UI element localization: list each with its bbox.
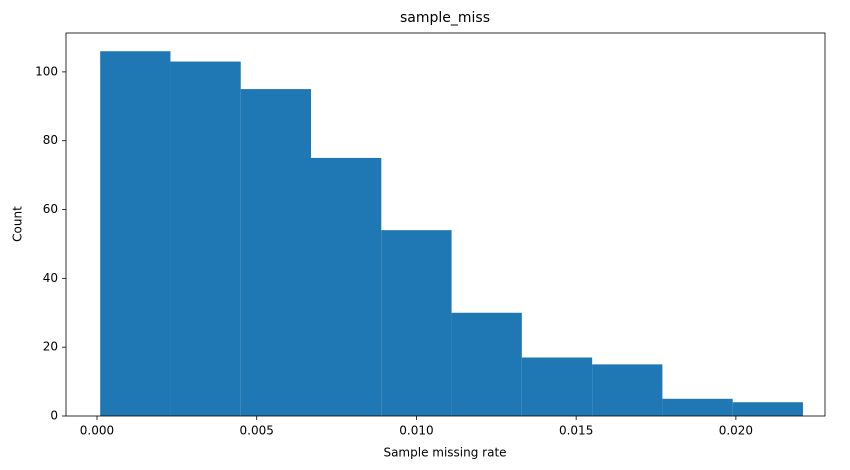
bar (100, 51, 171, 416)
y-tick-label: 40 (43, 271, 58, 285)
x-tick-label: 0.015 (559, 424, 593, 438)
bar (592, 364, 663, 416)
plot-frame (65, 32, 826, 417)
chart-title: sample_miss (400, 10, 490, 26)
x-tick-label: 0.005 (240, 424, 274, 438)
y-tick-label: 100 (35, 64, 58, 78)
bar (521, 357, 593, 416)
x-tick-label: 0.000 (80, 424, 114, 438)
bar (662, 398, 733, 416)
x-axis-label: Sample missing rate (383, 446, 506, 460)
y-axis-label: Count (11, 206, 25, 242)
x-tick-label: 0.020 (719, 424, 753, 438)
y-tick-label: 60 (43, 202, 58, 216)
bar (732, 402, 803, 416)
bar (170, 61, 241, 416)
bar (381, 230, 452, 416)
bar (311, 157, 382, 416)
y-tick-label: 20 (43, 340, 58, 354)
bar (451, 312, 522, 416)
x-tick-label: 0.010 (399, 424, 433, 438)
y-tick-label: 80 (43, 133, 58, 147)
y-tick-label: 0 (50, 409, 58, 423)
bar (240, 89, 312, 416)
